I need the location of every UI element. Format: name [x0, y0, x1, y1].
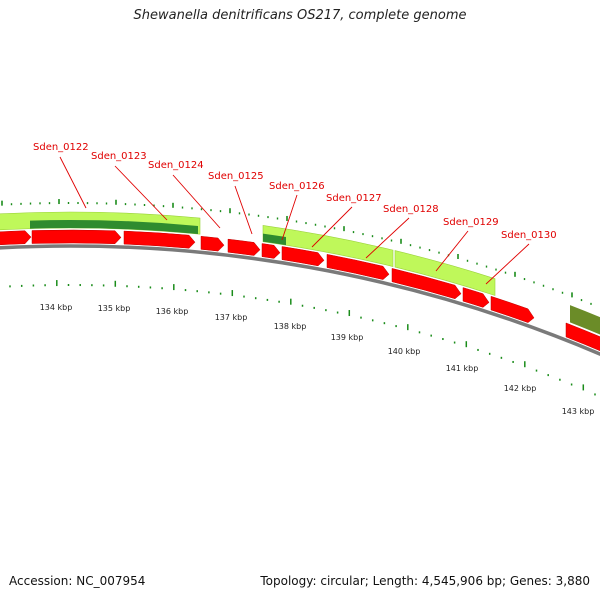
- forward-gene-12: [565, 322, 600, 352]
- forward-gene-3: [123, 230, 196, 249]
- gene-label-sden-0127: Sden_0127: [326, 193, 382, 204]
- scale-label: 143 kbp: [562, 407, 595, 416]
- forward-gene-11: [490, 295, 535, 323]
- gene-label-leader: [365, 217, 410, 259]
- reverse-gene-dark-1: [30, 220, 198, 234]
- gene-label-sden-0125: Sden_0125: [208, 171, 264, 182]
- reverse-gene-olive: [570, 305, 600, 335]
- scale-label: 139 kbp: [331, 333, 364, 342]
- figure-title: Shewanella denitrificans OS217, complete…: [133, 8, 467, 23]
- gene-label-leader: [485, 243, 530, 285]
- scale-label: 141 kbp: [446, 364, 479, 373]
- genome-backbone: [0, 244, 600, 357]
- scale-label: 135 kbp: [98, 304, 131, 313]
- scale-label: 138 kbp: [274, 322, 307, 331]
- scale-label: 142 kbp: [504, 384, 537, 393]
- forward-gene-6: [261, 243, 281, 259]
- gene-label-leader: [59, 156, 87, 209]
- scale-label: 134 kbp: [40, 303, 73, 312]
- gene-label-leader: [281, 194, 298, 241]
- forward-gene-5: [227, 238, 261, 256]
- gene-label-sden-0122: Sden_0122: [33, 142, 89, 153]
- reverse-gene-dark-2: [263, 233, 286, 246]
- genome-info: Topology: circular; Length: 4,545,906 bp…: [260, 574, 590, 588]
- forward-gene-2: [31, 229, 122, 244]
- reverse-gene-3: [394, 250, 496, 296]
- gene-label-sden-0129: Sden_0129: [443, 217, 499, 228]
- forward-gene-8: [326, 254, 390, 280]
- forward-gene-7: [281, 246, 325, 267]
- gene-label-leader: [234, 185, 253, 235]
- gene-label-leader: [172, 174, 221, 229]
- gene-label-sden-0130: Sden_0130: [501, 230, 557, 241]
- forward-gene-1: [0, 230, 32, 246]
- gene-label-sden-0128: Sden_0128: [383, 204, 439, 215]
- gene-label-leader: [435, 230, 469, 272]
- forward-gene-4: [200, 236, 225, 252]
- forward-gene-9: [391, 268, 462, 300]
- forward-gene-10: [462, 287, 490, 308]
- gene-label-sden-0126: Sden_0126: [269, 181, 325, 192]
- scale-label: 137 kbp: [215, 313, 248, 322]
- reverse-gene-2: [262, 225, 394, 267]
- gene-label-sden-0124: Sden_0124: [148, 160, 204, 171]
- gene-label-leader: [114, 165, 168, 221]
- gene-label-sden-0123: Sden_0123: [91, 151, 147, 162]
- scale-label: 136 kbp: [156, 307, 189, 316]
- gene-label-leader: [311, 206, 353, 248]
- accession-label: Accession: NC_007954: [9, 574, 146, 588]
- scale-label: 140 kbp: [388, 347, 421, 356]
